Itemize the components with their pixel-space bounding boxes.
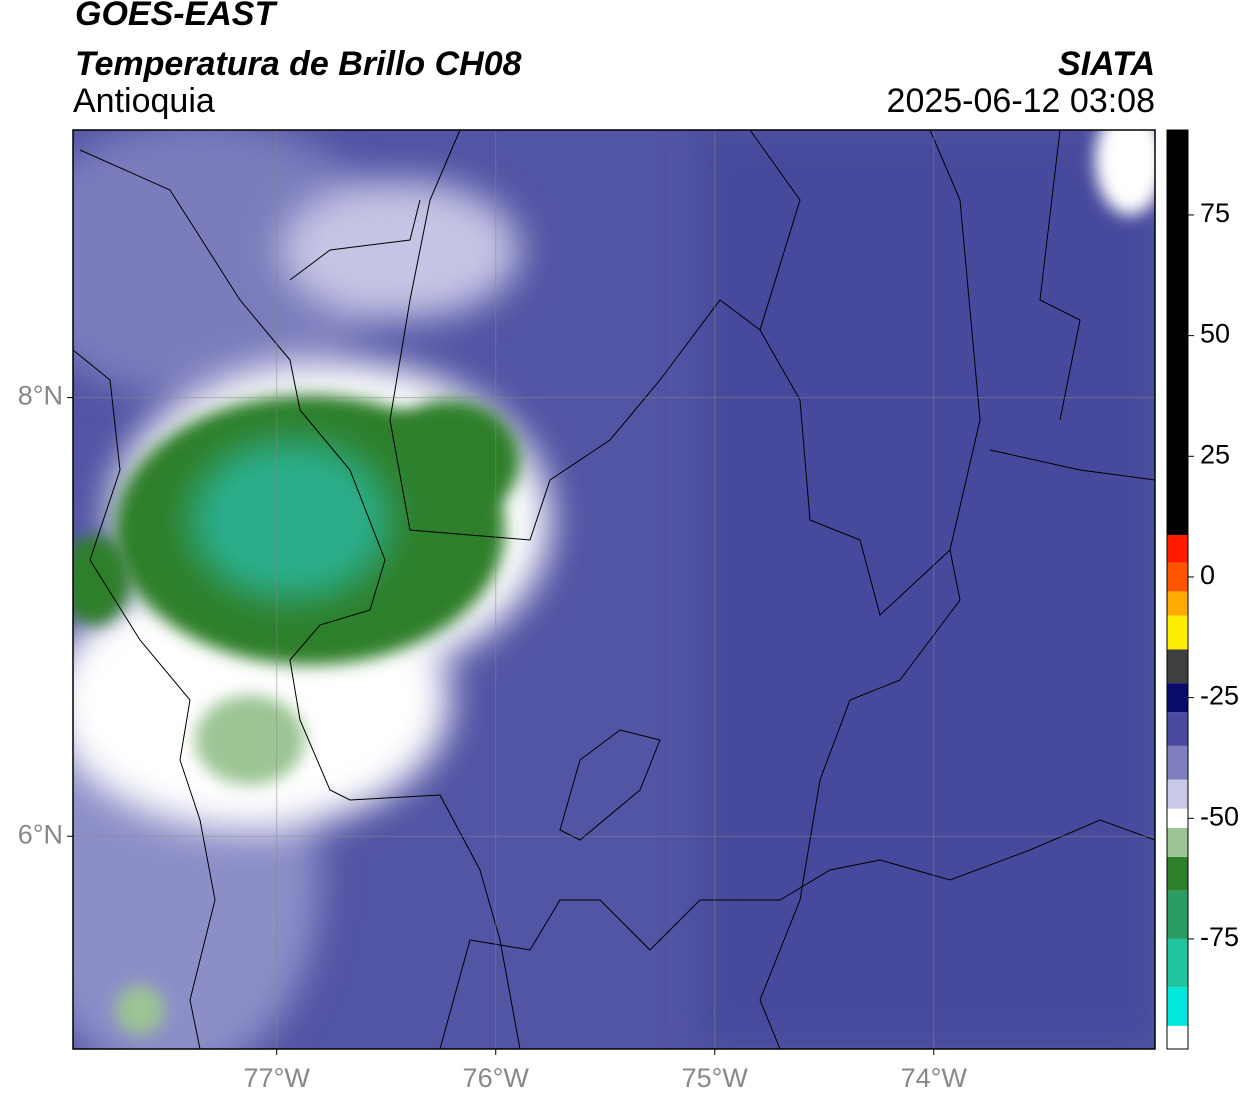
x-tick-label: 77°W [244, 1063, 311, 1093]
colorbar-segment [1167, 808, 1188, 828]
colorbar-tick-label: 25 [1200, 439, 1230, 469]
colorbar-segment [1167, 534, 1188, 563]
colorbar-segment [1167, 987, 1188, 1026]
subtitle: Temperatura de Brillo CH08 [75, 45, 522, 83]
colorbar-tick-label: -75 [1200, 922, 1239, 952]
source: SIATA [1058, 45, 1155, 83]
colorbar-tick-label: 75 [1200, 198, 1230, 228]
x-tick-label: 75°W [682, 1063, 749, 1093]
colorbar-segment [1167, 938, 1188, 988]
colorbar-segment [1167, 712, 1188, 746]
colorbar-segment [1167, 130, 1188, 535]
colorbar-segment [1167, 615, 1188, 650]
colorbar-frame [1166, 129, 1189, 1050]
colorbar-segment [1167, 779, 1188, 809]
colorbar-segment [1167, 591, 1188, 616]
colorbar-segment [1167, 856, 1188, 891]
colorbar-segment [1167, 562, 1188, 592]
colorbar-segment [1167, 890, 1188, 939]
x-tick-label: 76°W [463, 1063, 530, 1093]
colorbar-segment [1167, 1025, 1188, 1049]
colorbar-segment [1167, 683, 1188, 713]
graticule: 77°W 76°W 75°W 74°W 8°N 6°N [18, 130, 1155, 1093]
colorbar-tick-label: -50 [1200, 801, 1239, 831]
y-tick-label: 8°N [18, 381, 63, 411]
datetime: 2025-06-12 03:08 [887, 82, 1155, 120]
title: GOES-EAST [75, 0, 278, 33]
colorbar-segment [1167, 827, 1188, 857]
colorbar-segment [1167, 745, 1188, 780]
satellite-image [73, 130, 1155, 1049]
colorbar-tick-label: 50 [1200, 319, 1230, 349]
colorbar: 75 50 25 0 -25 -50 -75 [1167, 130, 1239, 1049]
region: Antioquia [73, 82, 215, 120]
colorbar-segment [1167, 649, 1188, 684]
colorbar-tick-label: 0 [1200, 560, 1215, 590]
colorbar-tick-label: -25 [1200, 681, 1239, 711]
x-tick-label: 74°W [901, 1063, 968, 1093]
y-tick-label: 6°N [18, 819, 63, 849]
map-frame [72, 129, 1156, 1050]
